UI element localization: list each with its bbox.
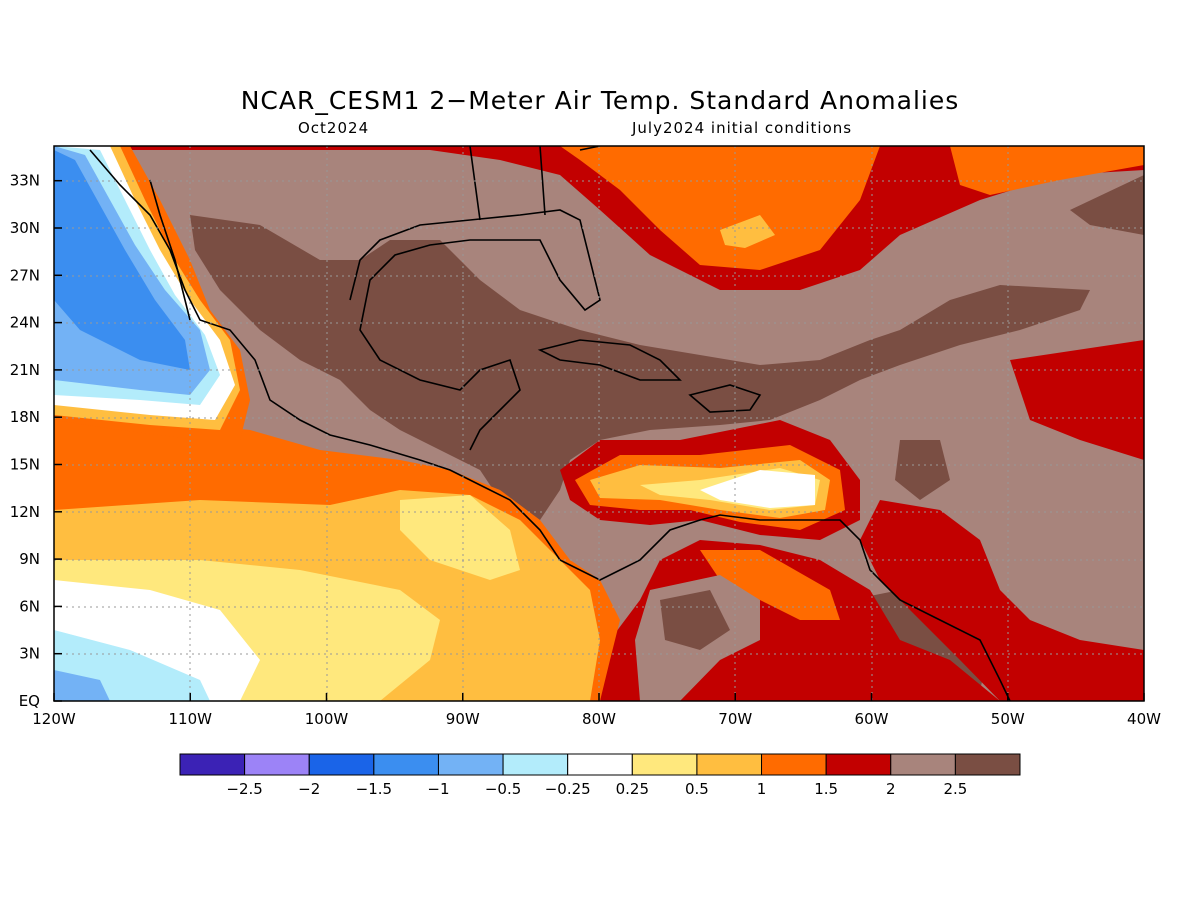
y-tick-label: 30N [10, 219, 40, 237]
y-tick-label: 6N [19, 597, 40, 615]
colorbar-swatch [437, 753, 504, 776]
anomaly-field [54, 146, 1144, 701]
colorbar-swatch [890, 753, 956, 776]
anomaly-band-neg-0.5-to-neg-1-pacific [54, 670, 110, 701]
y-axis: EQ 3N 6N 9N 12N 15N 18N 21N 24N 27N 30N 33N [10, 172, 62, 710]
y-tick-label: EQ [19, 692, 40, 710]
y-tick-label: 33N [10, 172, 40, 190]
colorbar-swatch [179, 753, 246, 776]
x-tick-label: 80W [582, 710, 616, 728]
x-tick-label: 70W [718, 710, 752, 728]
anomaly-band-near-zero-carib [700, 470, 815, 508]
colorbar-label: 1 [757, 780, 767, 798]
colorbar-swatch [567, 753, 633, 776]
colorbar-label: −0.5 [485, 780, 521, 798]
y-tick-label: 12N [10, 503, 40, 521]
colorbar-label: 0.25 [616, 780, 649, 798]
colorbar-label: −2.5 [226, 780, 262, 798]
colorbar-label: 2 [886, 780, 896, 798]
anomaly-band-1.5-to-2-east [860, 340, 1144, 701]
anomaly-patch-gt-2.5-sa-core [660, 590, 730, 650]
y-tick-label: 21N [10, 361, 40, 379]
anomaly-patch-0.25-to-0.5-pacific-north [400, 495, 520, 580]
y-tick-label: 3N [19, 645, 40, 663]
colorbar-swatch [825, 753, 892, 776]
colorbar-label: −1 [427, 780, 449, 798]
x-axis: 120W 110W 100W 90W 80W 70W 60W 50W 40W [32, 693, 1161, 728]
anomaly-band-0.5-to-1 [720, 215, 775, 248]
colorbar-swatch [373, 753, 439, 776]
x-tick-label: 110W [169, 710, 213, 728]
colorbar-label: −0.25 [545, 780, 591, 798]
y-tick-label: 24N [10, 314, 40, 332]
colorbar-swatch [308, 753, 375, 776]
subtitle-initial-conditions: July2024 initial conditions [632, 119, 853, 137]
colorbar: −2.5 −2 −1.5 −1 −0.5 −0.25 0.25 0.5 1 1.5 2 2.5 [179, 753, 1021, 798]
colorbar-swatch [244, 753, 310, 776]
anomaly-band-gt-2.5 [190, 215, 1090, 520]
colorbar-swatch [502, 753, 569, 776]
y-tick-label: 27N [10, 266, 40, 284]
colorbar-swatch [696, 753, 763, 776]
colorbar-swatch [761, 753, 827, 776]
anomaly-patch-gt-2.5-atlantic [895, 440, 950, 500]
x-tick-label: 120W [32, 710, 76, 728]
y-tick-label: 18N [10, 408, 40, 426]
colorbar-label: 0.5 [685, 780, 709, 798]
anomaly-band-1-to-1.5-ne [950, 146, 1144, 195]
x-tick-label: 60W [855, 710, 889, 728]
x-tick-label: 100W [305, 710, 349, 728]
colorbar-label: 1.5 [814, 780, 838, 798]
colorbar-label: 2.5 [943, 780, 967, 798]
x-tick-label: 50W [991, 710, 1025, 728]
y-tick-label: 15N [10, 456, 40, 474]
colorbar-swatch [631, 753, 698, 776]
x-tick-label: 40W [1127, 710, 1161, 728]
colorbar-label: −1.5 [356, 780, 392, 798]
map-title: NCAR_CESM1 2−Meter Air Temp. Standard An… [240, 86, 960, 115]
anomaly-band-1-to-1.5 [560, 146, 880, 270]
anomaly-band-neg-1-to-neg-1.5-nw [54, 150, 190, 370]
subtitle-valid-month: Oct2024 [298, 119, 370, 137]
colorbar-label: −2 [298, 780, 320, 798]
gridlines [54, 146, 1144, 701]
y-tick-label: 9N [19, 550, 40, 568]
x-tick-label: 90W [446, 710, 480, 728]
anomaly-band-gt-2.5-ne [1070, 175, 1144, 235]
colorbar-swatch [954, 753, 1021, 776]
